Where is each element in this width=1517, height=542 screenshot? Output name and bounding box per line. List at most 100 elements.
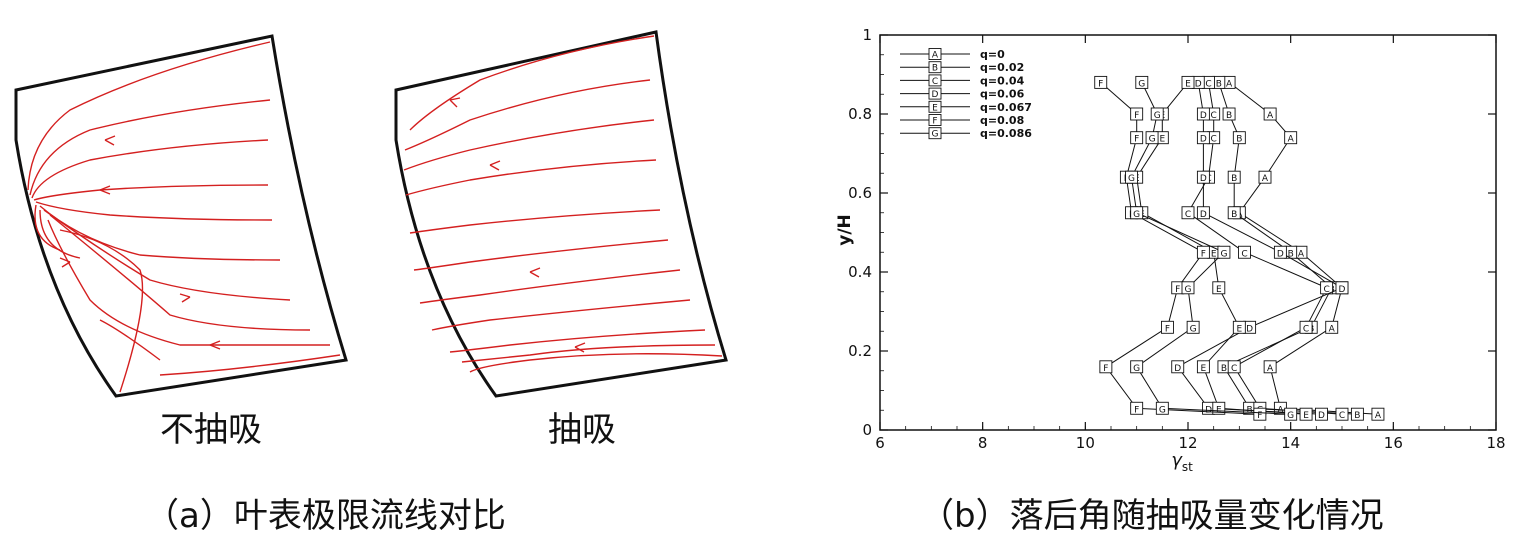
point-marker-label: C — [1231, 364, 1237, 374]
data-point: C — [1299, 320, 1313, 334]
legend-marker-label: D — [932, 90, 939, 100]
point-marker-box — [1150, 107, 1164, 121]
data-point: G — [1130, 206, 1144, 220]
point-marker-label: B — [1221, 364, 1227, 374]
point-marker-box — [1094, 75, 1108, 89]
point-marker-box — [1371, 407, 1385, 421]
point-marker-label: G — [1149, 135, 1156, 145]
point-marker-box — [1171, 360, 1185, 374]
data-point: C — [1238, 245, 1251, 259]
data-point: B — [1232, 131, 1246, 145]
data-point: E — [1181, 75, 1195, 89]
point-marker-label: D — [1200, 210, 1207, 220]
data-point: F — [1253, 407, 1267, 421]
blade-outline-right — [394, 30, 728, 398]
point-marker-box — [1125, 170, 1138, 184]
data-point: F — [1130, 131, 1144, 145]
streamlines-right — [403, 35, 723, 373]
legend-marker-box — [928, 61, 942, 74]
point-marker-label: F — [1134, 405, 1139, 415]
point-marker-label: C — [1211, 135, 1217, 145]
panel-a-streamlines: 不抽吸 抽吸 （a）叶表极限流线对比 — [14, 30, 728, 536]
data-point: E — [1212, 401, 1226, 415]
x-axis-label: γst — [1171, 450, 1193, 474]
data-point: A — [1284, 131, 1298, 145]
point-marker-label: C — [1211, 111, 1217, 121]
data-point: G — [1125, 170, 1138, 184]
point-marker-label: F — [1103, 364, 1108, 374]
data-point: A — [1258, 170, 1272, 184]
data-point: D — [1273, 245, 1287, 259]
data-point: F — [1196, 245, 1210, 259]
point-marker-label: G — [1128, 174, 1135, 184]
data-point: D — [1196, 131, 1210, 145]
data-point: B — [1222, 107, 1236, 121]
point-marker-box — [1315, 407, 1328, 421]
point-marker-box — [1263, 107, 1277, 121]
y-tick-label: 0.8 — [848, 105, 872, 123]
point-marker-label: G — [1133, 210, 1140, 220]
flow-arrows-right — [449, 97, 586, 353]
point-marker-label: E — [1185, 79, 1191, 89]
point-marker-label: D — [1174, 364, 1181, 374]
point-marker-label: B — [1231, 210, 1237, 220]
point-marker-box — [1155, 401, 1169, 415]
legend-series-name: q=0.086 — [980, 127, 1032, 140]
series-G: G G G G G G G G G G G — [1125, 75, 1298, 421]
x-axis-label-main: γ — [1171, 450, 1183, 471]
blade-with-suction — [394, 30, 728, 398]
point-marker-box — [1196, 107, 1210, 121]
point-marker-label: B — [1288, 249, 1294, 259]
point-marker-label: B — [1231, 174, 1237, 184]
legend-marker-box — [928, 127, 942, 140]
data-point: A — [1371, 407, 1385, 421]
point-marker-label: F — [1134, 135, 1139, 145]
x-tick-label: 8 — [978, 434, 988, 452]
legend-marker-box — [928, 48, 942, 60]
point-marker-label: G — [1159, 405, 1166, 415]
label-suction: 抽吸 — [548, 410, 616, 450]
point-marker-box — [1284, 131, 1298, 145]
data-point: G — [1155, 401, 1169, 415]
point-marker-box — [1325, 320, 1339, 334]
legend-marker-label: C — [932, 77, 938, 87]
axis-ticks: 6 8 10 12 14 16 18 0 0.2 0.4 0.6 0.8 1 — [848, 26, 1505, 452]
point-marker-box — [1130, 206, 1144, 220]
point-marker-box — [1161, 320, 1174, 334]
point-marker-box — [1263, 360, 1277, 374]
caption-b: （b）落后角随抽吸量变化情况 — [920, 496, 1384, 536]
streamlines-left — [27, 41, 341, 393]
point-marker-label: A — [1329, 324, 1336, 334]
point-marker-label: G — [1133, 364, 1140, 374]
x-tick-label: 14 — [1281, 434, 1300, 452]
point-marker-box — [1135, 75, 1149, 89]
data-point: F — [1099, 360, 1113, 374]
point-marker-box — [1196, 360, 1210, 374]
legend-series-name: q=0.04 — [980, 74, 1025, 87]
point-marker-label: C — [1303, 324, 1309, 334]
data-point: A — [1263, 360, 1277, 374]
data-point: C — [1320, 281, 1334, 295]
point-marker-label: D — [1200, 135, 1207, 145]
legend-marker-label: G — [932, 130, 939, 140]
y-tick-label: 0 — [862, 421, 872, 439]
data-point: C — [1335, 407, 1349, 421]
data-point: E — [1212, 281, 1226, 295]
point-marker-box — [1350, 407, 1364, 421]
data-point: F — [1130, 107, 1144, 121]
data-point: F — [1094, 75, 1108, 89]
data-point: G — [1145, 131, 1159, 145]
point-marker-label: E — [1211, 249, 1217, 259]
point-marker-box — [1130, 107, 1144, 121]
point-marker-box — [1181, 281, 1195, 295]
data-point: F — [1130, 401, 1144, 415]
point-marker-box — [1181, 75, 1195, 89]
point-marker-label: F — [1201, 249, 1206, 259]
point-marker-box — [1196, 245, 1210, 259]
point-marker-label: B — [1226, 111, 1232, 121]
point-marker-label: D — [1246, 324, 1253, 334]
data-point: A — [1263, 107, 1277, 121]
point-marker-box — [1273, 245, 1287, 259]
